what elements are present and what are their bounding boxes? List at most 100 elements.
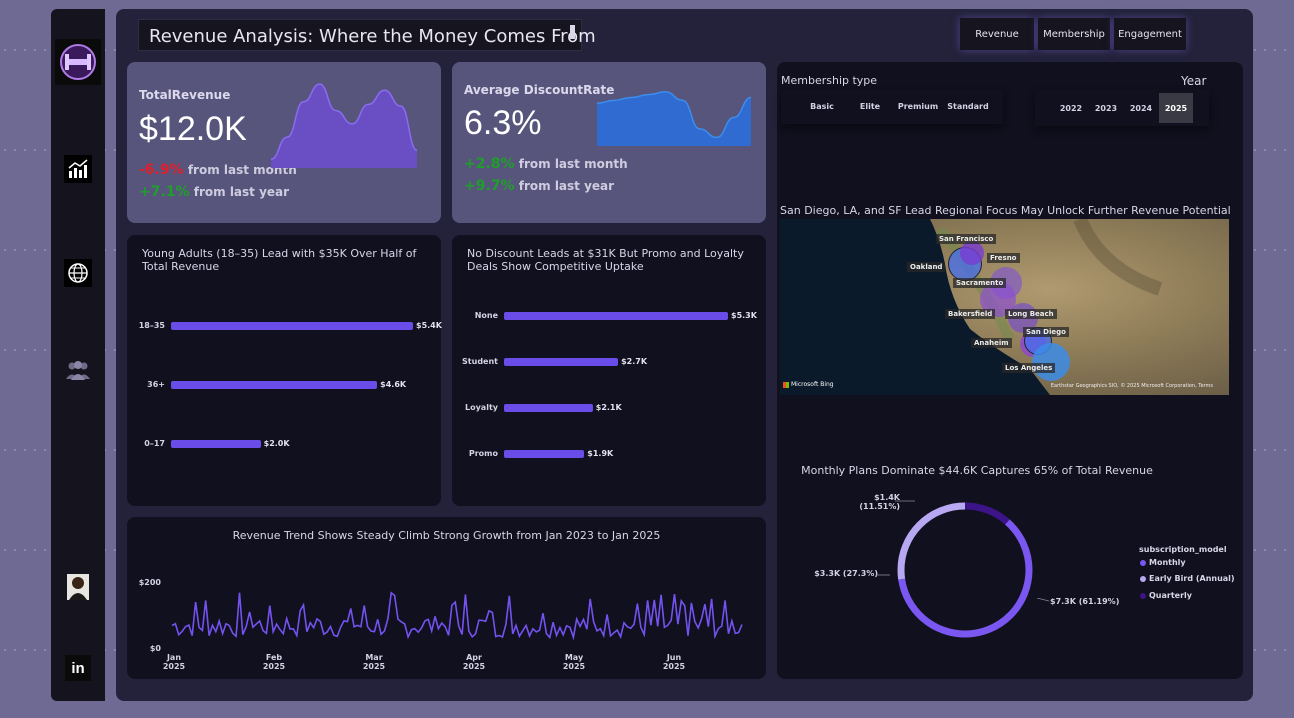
leader-line-early-bird (876, 574, 890, 576)
city-label-fresno: Fresno (987, 253, 1020, 263)
california-map[interactable]: San Francisco Fresno Oakland Sacramento … (780, 219, 1229, 395)
legend-item-monthly[interactable]: Monthly (1140, 558, 1186, 567)
bar-value-label: $5.4K (416, 321, 442, 330)
bar-value-label: $5.3K (731, 311, 757, 320)
nav-revenue-button[interactable]: Revenue (960, 18, 1034, 50)
month-change-text: from last month (518, 157, 628, 171)
bar-value-label: $4.6K (380, 380, 407, 389)
year-change-text: from last year (518, 179, 615, 193)
donut-label-quarterly: $1.4K (11.51%) (859, 493, 900, 511)
discount-sparkline (597, 91, 751, 146)
bar-category-label: 0–17 (144, 439, 165, 448)
page-title-text: Revenue Analysis: Where the Money Comes … (149, 26, 596, 47)
text-cursor (570, 25, 575, 39)
kpi-label: TotalRevenue (139, 88, 231, 102)
city-label-anaheim: Anaheim (971, 338, 1012, 348)
legend-item-early-bird[interactable]: Early Bird (Annual) (1140, 574, 1235, 583)
gym-logo-icon[interactable] (51, 39, 105, 85)
legend-label: Monthly (1149, 558, 1186, 567)
legend-dot (1140, 559, 1146, 566)
page-title: Revenue Analysis: Where the Money Comes … (138, 19, 596, 51)
kpi-total-revenue-card: TotalRevenue $12.0K -6.9% from last mont… (127, 62, 441, 223)
bar[interactable] (171, 381, 378, 389)
x-tick-label: Apr 2025 (462, 653, 486, 671)
bar[interactable] (171, 322, 413, 330)
membership-option-elite[interactable]: Elite (859, 102, 881, 111)
bar-category-label: Student (462, 357, 498, 366)
leader-line-quarterly (895, 500, 915, 502)
kpi-value: $12.0K (139, 110, 247, 148)
bar-category-label: Promo (468, 449, 498, 458)
month-change-text: from last month (187, 163, 297, 177)
donut-slice-monthly (897, 502, 1033, 638)
subscription-donut-chart (897, 502, 1033, 638)
kpi-year-change: +7.1% from last year (139, 184, 289, 200)
profile-avatar[interactable] (51, 574, 105, 600)
year-option-2023[interactable]: 2023 (1094, 103, 1118, 113)
membership-option-standard[interactable]: Standard (947, 102, 989, 111)
revenue-sparkline (271, 83, 417, 168)
city-label-los-angeles: Los Angeles (1002, 363, 1056, 373)
nav-engagement-button[interactable]: Engagement (1114, 18, 1186, 50)
year-change-value: +9.7% (464, 178, 515, 194)
x-tick-label: Feb 2025 (262, 653, 286, 671)
sparkline-line (597, 91, 751, 139)
year-option-2025[interactable]: 2025 (1159, 93, 1193, 123)
sparkline-area (271, 84, 417, 168)
city-label-oakland: Oakland (907, 262, 946, 272)
bar-value-label: $2.7K (621, 357, 648, 366)
legend-title: subscription_model (1139, 545, 1227, 554)
nav-membership-button[interactable]: Membership (1038, 18, 1110, 50)
legend-label: Quarterly (1149, 591, 1192, 600)
revenue-trend-chart-card: Revenue Trend Shows Steady Climb Strong … (127, 517, 766, 679)
kpi-value: 6.3% (464, 104, 542, 142)
legend-dot (1140, 592, 1146, 599)
donut-label-early-bird: $3.3K (27.3%) (814, 569, 878, 578)
map-copyright[interactable]: Earthstar Geographics SIO, © 2025 Micros… (1050, 383, 1213, 389)
globe-icon[interactable] (51, 259, 105, 287)
users-icon[interactable] (51, 359, 105, 381)
legend-label: Early Bird (Annual) (1149, 574, 1235, 583)
bar-category-label: 18–35 (138, 321, 165, 330)
map-attribution-text: Microsoft Bing (791, 381, 834, 388)
discount-type-chart-card: No Discount Leads at $31K But Promo and … (452, 235, 766, 506)
trend-line (171, 591, 743, 641)
linkedin-icon[interactable]: in (51, 655, 105, 681)
legend-item-quarterly[interactable]: Quarterly (1140, 591, 1192, 600)
membership-slicer-title: Membership type (781, 74, 878, 87)
bar[interactable] (171, 440, 261, 448)
kpi-label: Average DiscountRate (464, 83, 615, 97)
bar[interactable] (504, 358, 619, 366)
revenue-trend-line (171, 591, 743, 641)
map-terrain (780, 219, 1229, 395)
sparkline-area (597, 91, 751, 146)
year-option-2022[interactable]: 2022 (1059, 103, 1083, 113)
city-label-sacramento: Sacramento (953, 278, 1007, 288)
chart-title: Revenue Trend Shows Steady Climb Strong … (232, 529, 661, 542)
chart-title: Young Adults (18–35) Lead with $35K Over… (142, 247, 417, 273)
x-tick-label: Jun 2025 (662, 653, 686, 671)
membership-option-basic[interactable]: Basic (810, 102, 834, 111)
legend-dot (1140, 575, 1146, 582)
year-slicer-title: Year (1181, 74, 1207, 88)
bubble-los-angeles[interactable] (1032, 343, 1070, 381)
x-tick-label: May 2025 (562, 653, 586, 671)
bar[interactable] (504, 450, 585, 458)
bubble-san-francisco[interactable] (960, 241, 984, 265)
membership-option-premium[interactable]: Premium (897, 102, 939, 111)
city-label-long-beach: Long Beach (1005, 309, 1057, 319)
year-change-value: +7.1% (139, 184, 190, 200)
year-option-2024[interactable]: 2024 (1129, 103, 1153, 113)
bar-category-label: 36+ (147, 380, 165, 389)
year-slicer: 2022 2023 2024 2025 (1035, 90, 1209, 126)
age-group-chart-card: Young Adults (18–35) Lead with $35K Over… (127, 235, 442, 506)
donut-title: Monthly Plans Dominate $44.6K Captures 6… (801, 464, 1153, 477)
month-change-value: +2.8% (464, 156, 515, 172)
sparkline-line (271, 83, 417, 160)
bar[interactable] (504, 312, 728, 320)
analytics-chart-icon[interactable] (51, 155, 105, 183)
city-label-san-francisco: San Francisco (936, 234, 997, 244)
leader-line-monthly (1037, 598, 1049, 602)
city-label-san-diego: San Diego (1023, 327, 1069, 337)
bar[interactable] (504, 404, 593, 412)
